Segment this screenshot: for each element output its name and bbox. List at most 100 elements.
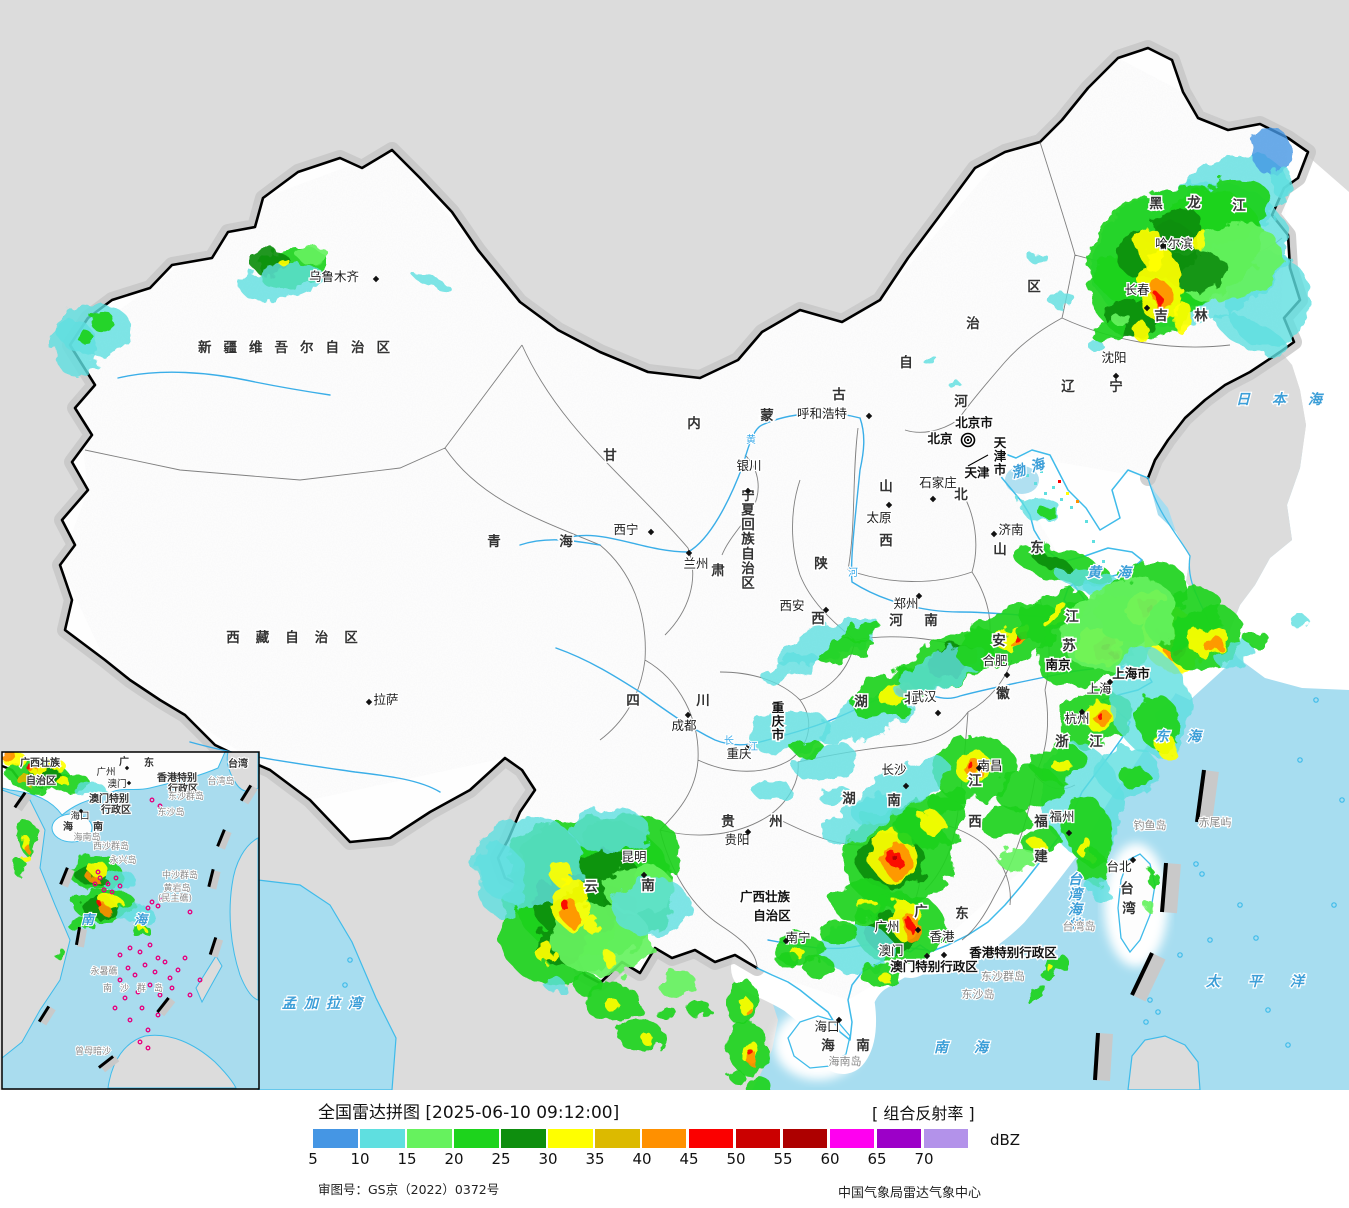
islet — [1331, 902, 1337, 908]
radar-echo — [612, 878, 692, 938]
scale-swatch-35 — [594, 1129, 640, 1148]
city-name: 成都 — [671, 718, 697, 733]
radar-echo — [27, 765, 33, 771]
radar-echo — [1063, 794, 1113, 866]
islet — [1193, 861, 1199, 867]
islet — [347, 957, 353, 963]
radar-echo — [24, 844, 30, 852]
islet — [1147, 997, 1153, 1003]
radar-echo — [603, 952, 617, 968]
city-marker — [914, 926, 922, 934]
taiwan-island — [1117, 853, 1156, 954]
province-name: 南 — [924, 612, 938, 629]
radar-echo — [1215, 313, 1289, 357]
river-name: 江 — [748, 741, 758, 753]
inset-dash-shadow — [15, 792, 33, 812]
municipality-name: 香港特别行政区 — [968, 945, 1057, 960]
legend-panel: 全国雷达拼图 [2025-06-10 09:12:00] [ 组合反射率 ] 5… — [0, 1090, 1349, 1208]
inset-island — [182, 955, 188, 961]
city-name: 拉萨 — [373, 692, 398, 707]
islet — [1339, 797, 1345, 803]
inset-island — [137, 1039, 143, 1045]
radar-echo — [792, 739, 824, 757]
radar-echo — [761, 654, 819, 682]
inset-island — [127, 945, 133, 951]
radar-speck — [1026, 474, 1029, 477]
scale-tick-40: 40 — [632, 1150, 652, 1168]
inset-dash-segment — [207, 868, 215, 888]
radar-echo — [642, 1034, 654, 1046]
bohai-blue-patch — [1005, 466, 1039, 494]
radar-echo — [1110, 312, 1130, 324]
radar-echo — [1030, 254, 1050, 266]
inset-luzon — [229, 837, 259, 1001]
radar-echo — [818, 637, 872, 663]
islet — [342, 982, 348, 988]
province-name: 江 — [968, 772, 982, 789]
small-islands-layer — [342, 697, 1345, 1048]
city-name: 南昌 — [977, 758, 1002, 773]
beijing-capital-marker — [960, 432, 976, 448]
radar-echo — [804, 958, 836, 978]
inset-island — [137, 949, 143, 955]
inset-island — [157, 992, 163, 998]
inset-island — [95, 869, 101, 875]
city-marker — [126, 780, 132, 786]
city-name: 南宁 — [785, 930, 810, 945]
scale-tick-45: 45 — [679, 1150, 699, 1168]
inset-island — [117, 952, 123, 958]
radar-echo — [279, 257, 289, 267]
inset-island — [155, 955, 161, 961]
islet — [1207, 937, 1213, 943]
city-marker — [647, 528, 655, 536]
city-name: 台北 — [1106, 859, 1132, 874]
radar-echo — [747, 1047, 751, 1055]
radar-echo — [1087, 340, 1103, 350]
radar-echo — [1038, 506, 1058, 518]
municipality-name: 广西壮族 — [740, 889, 791, 904]
inset-island-name: 黄岩岛 — [163, 882, 190, 894]
city-marker — [990, 530, 998, 538]
inset-frame — [1, 751, 260, 1090]
dash-shadow — [1095, 1033, 1113, 1081]
radar-echo — [1290, 616, 1310, 628]
radar-echo — [824, 795, 896, 845]
inset-island — [155, 903, 161, 909]
radar-echo — [1064, 579, 1176, 671]
inset-island — [105, 985, 111, 991]
scale-swatch-40 — [641, 1129, 687, 1148]
radar-echo — [752, 780, 792, 800]
municipality-name: 南京 — [1045, 657, 1071, 672]
city-marker — [915, 592, 923, 600]
radar-echo — [138, 926, 146, 932]
radar-speck — [1066, 492, 1069, 495]
sea-name: 台湾海峡 — [1068, 871, 1085, 933]
inset-sea-name: 南海 — [81, 912, 187, 928]
radar-echo — [998, 848, 1042, 872]
province-name: 吉 — [1154, 307, 1168, 324]
city-name: 福州 — [1049, 809, 1074, 824]
scale-swatch-30 — [547, 1129, 593, 1148]
inset-island-name: 永暑礁 — [90, 965, 117, 977]
inset-island — [159, 897, 165, 903]
inset-vietnam — [2, 789, 71, 1059]
radar-speck — [1076, 500, 1079, 503]
inset-island-name: 曾母暗沙 — [75, 1045, 111, 1057]
province-name: 自 — [899, 354, 913, 371]
province-name: 山 — [879, 479, 893, 495]
inset-island — [122, 995, 128, 1001]
islet — [1143, 1019, 1149, 1025]
radar-echo — [1046, 965, 1054, 971]
radar-echo — [549, 859, 571, 885]
inset-region-name: 行政区 — [100, 803, 131, 816]
inset-region-name: 广 — [119, 755, 129, 768]
radar-echo — [296, 245, 328, 263]
radar-speck — [1085, 520, 1088, 523]
province-name: 内 — [687, 415, 701, 432]
radar-echo — [1039, 954, 1067, 978]
municipality-name: 自治区 — [753, 908, 791, 923]
radar-speck — [1034, 482, 1037, 485]
credit: 中国气象局雷达气象中心 — [838, 1186, 982, 1201]
province-name: 西 — [968, 814, 982, 830]
scale-swatch-25 — [500, 1129, 546, 1148]
